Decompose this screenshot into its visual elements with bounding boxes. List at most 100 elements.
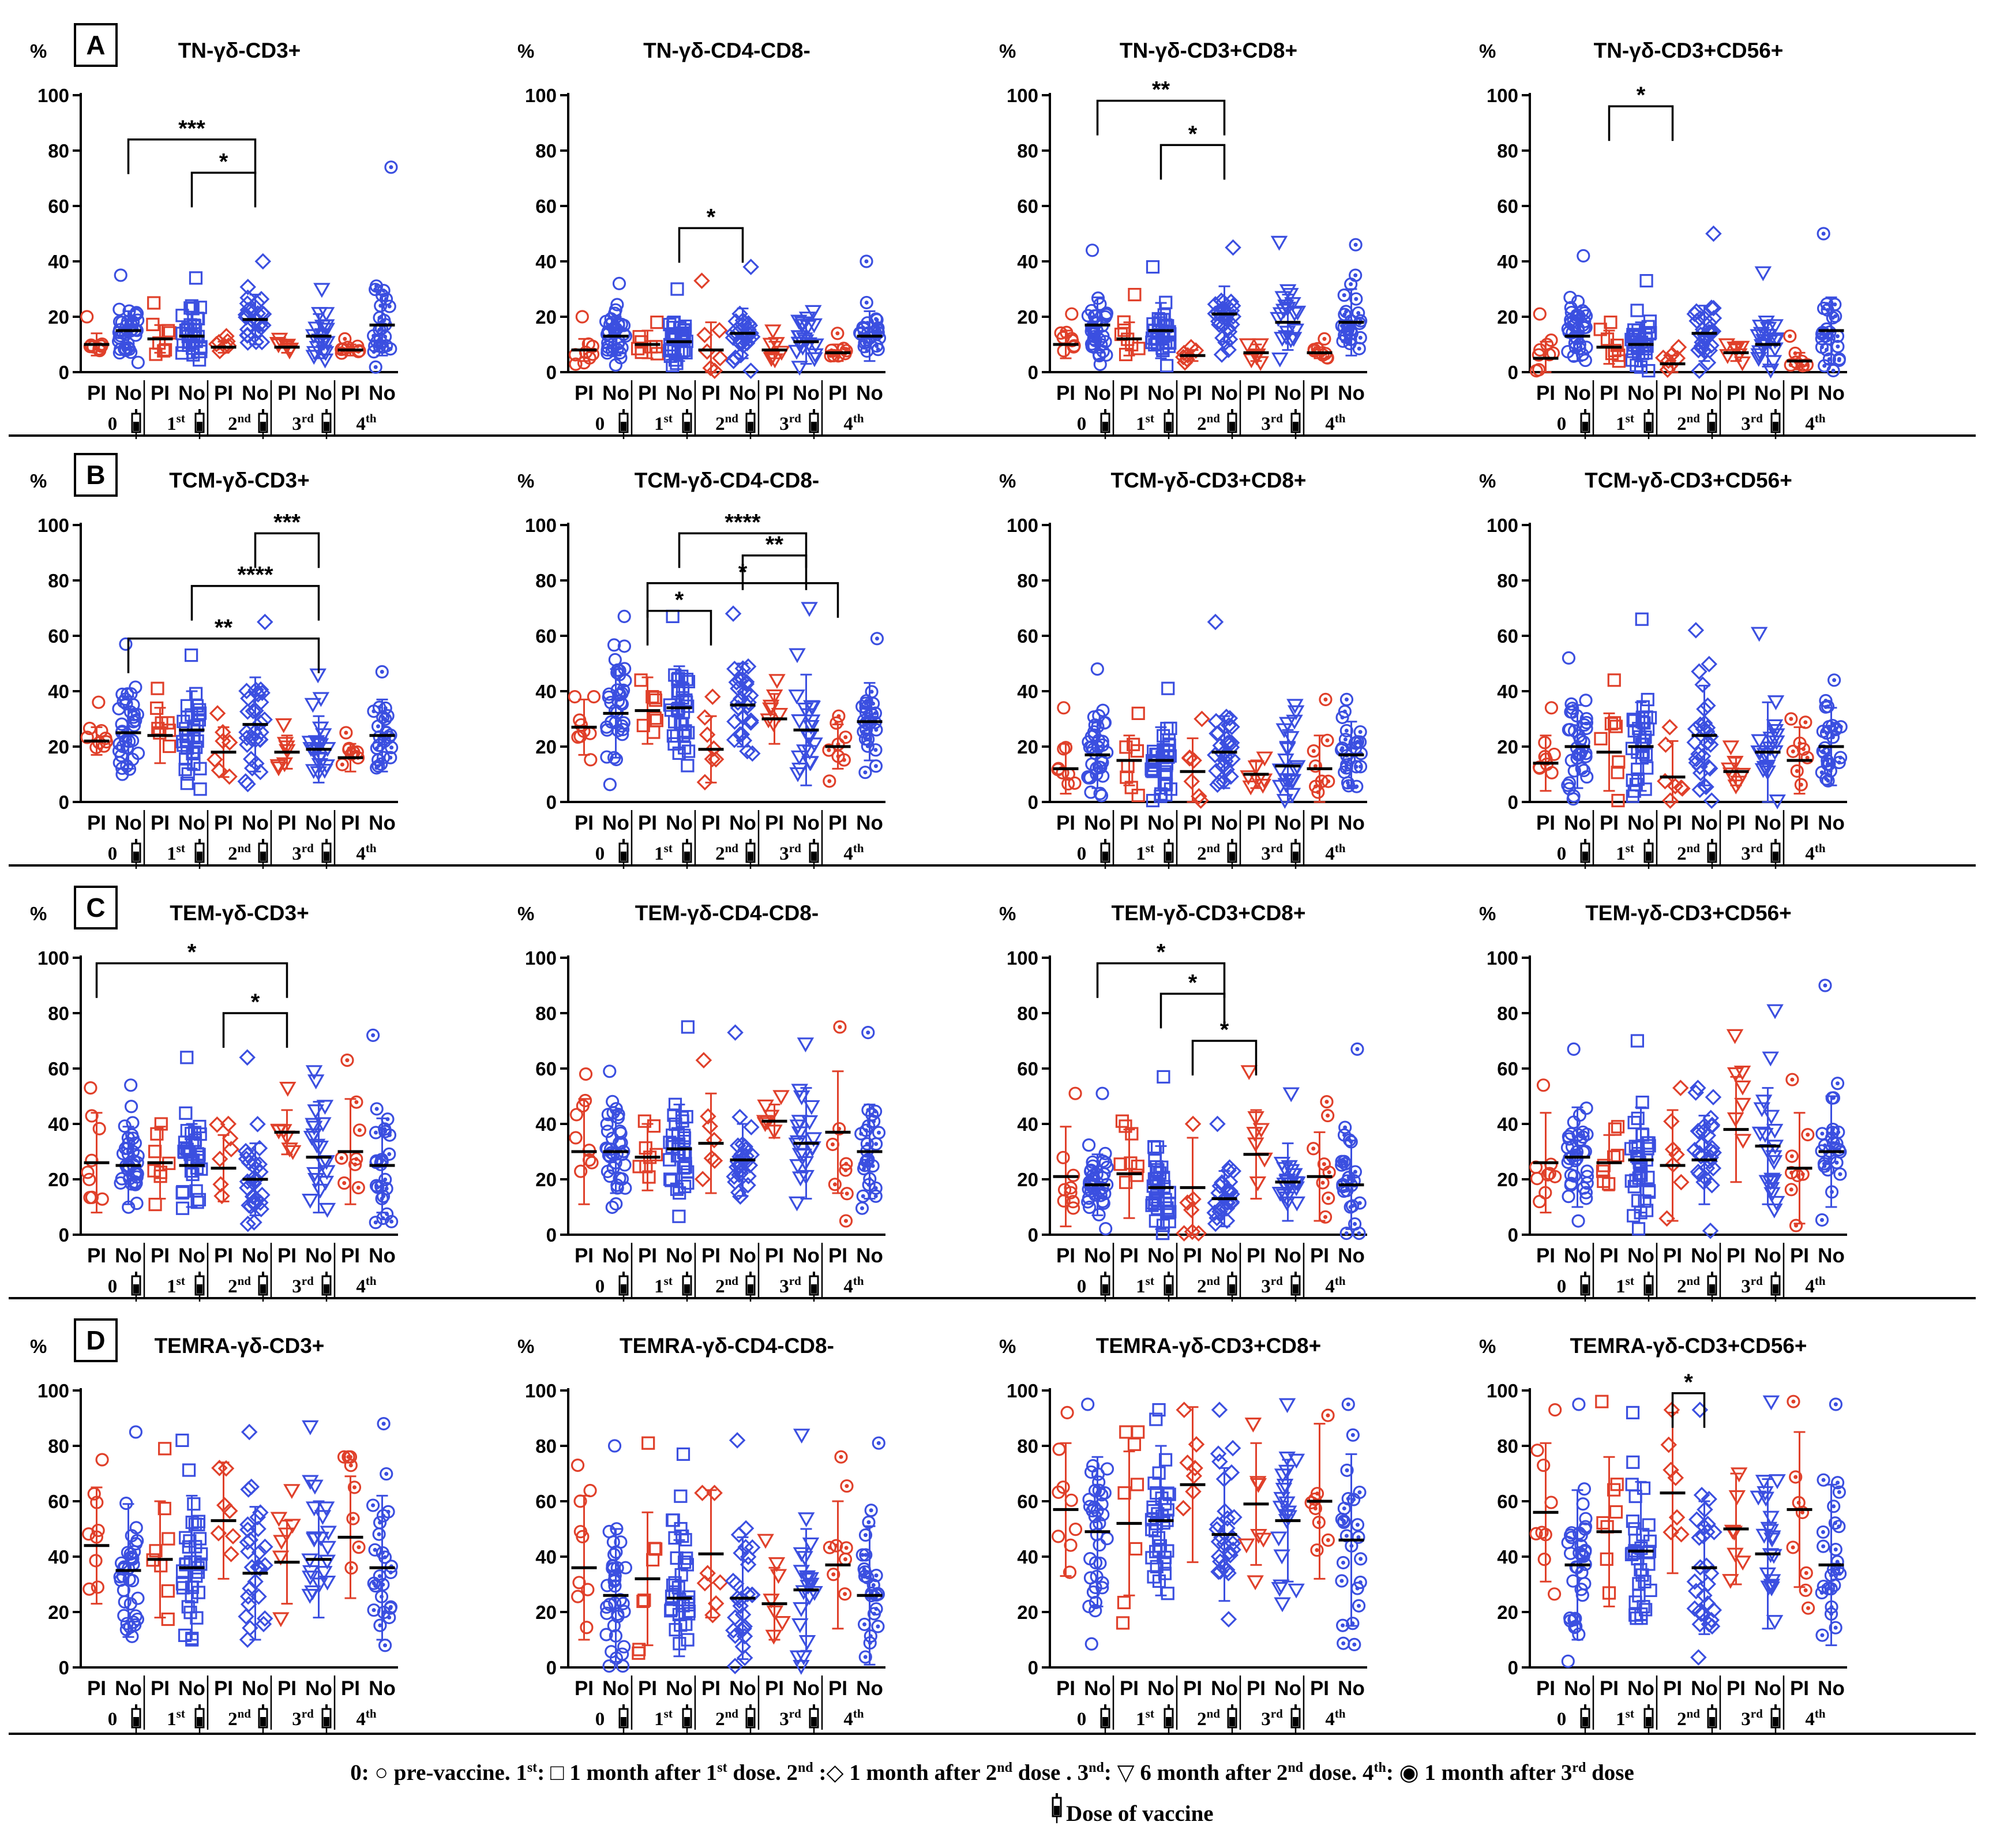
chart-title: TEM-γδ-CD3+CD8+ <box>1111 901 1305 925</box>
syringe-icon <box>258 839 268 869</box>
significance-label: * <box>707 204 716 230</box>
y-tick-label: 100 <box>1007 947 1038 969</box>
data-point <box>239 736 256 753</box>
data-point <box>726 1658 744 1674</box>
group-label: No <box>178 1245 205 1267</box>
timepoint-suffix: rd <box>1271 411 1283 425</box>
y-tick-label: 40 <box>48 681 69 702</box>
syringe-fill <box>197 1717 202 1726</box>
chart-title: TCM-γδ-CD3+ <box>169 468 309 492</box>
data-point <box>1769 794 1786 809</box>
group-label: PI <box>1247 1245 1266 1267</box>
data-point <box>801 602 818 617</box>
data-point-dot <box>1353 1221 1357 1226</box>
timepoint-number: 3 <box>292 1276 302 1297</box>
data-point-dot <box>1354 297 1358 301</box>
data-point <box>1222 768 1239 785</box>
data-point <box>179 1106 193 1120</box>
group-label: No <box>602 812 629 834</box>
y-axis-unit: % <box>1479 1336 1496 1357</box>
data-point <box>648 693 663 707</box>
data-point <box>1547 1587 1562 1601</box>
data-point <box>765 689 783 704</box>
data-point-dot <box>1344 1231 1349 1236</box>
y-tick-label: 0 <box>1508 362 1518 383</box>
data-point-dot <box>832 1182 837 1187</box>
significance-bracket <box>1159 144 1226 180</box>
data-point-dot <box>1325 738 1330 743</box>
group-label: No <box>1627 1245 1654 1267</box>
data-point <box>249 1116 266 1133</box>
data-point-dot <box>345 1058 350 1063</box>
syringe-fill <box>1773 1717 1778 1726</box>
data-point <box>579 1067 593 1081</box>
data-point <box>1274 291 1292 306</box>
group-label: No <box>242 812 269 834</box>
data-point-dot <box>876 1624 880 1629</box>
data-point <box>605 715 618 729</box>
data-point-dot <box>381 288 386 293</box>
data-point <box>162 1532 175 1546</box>
data-point <box>1270 1531 1288 1547</box>
syringe-fill <box>1773 1284 1778 1294</box>
data-point <box>193 782 207 796</box>
y-tick-label: 80 <box>1017 140 1038 162</box>
data-point <box>238 683 255 699</box>
syringe-fill <box>1582 1284 1588 1294</box>
syringe-icon <box>321 1704 332 1734</box>
y-tick-label: 60 <box>1497 1491 1518 1512</box>
timepoint-label: 3rd <box>1261 841 1283 864</box>
syringe-icon <box>1770 839 1781 869</box>
group-label: No <box>369 812 396 834</box>
data-point <box>861 316 875 330</box>
data-point <box>254 253 272 270</box>
timepoint-label: 3rd <box>1741 841 1763 864</box>
data-point <box>224 1528 242 1545</box>
timepoint-number: 2 <box>1677 1709 1687 1730</box>
data-point-dot <box>1339 1163 1344 1167</box>
data-point <box>1282 1087 1300 1103</box>
data-point <box>1217 334 1234 351</box>
data-point <box>668 668 682 682</box>
group-label: PI <box>1056 1245 1075 1267</box>
data-point <box>696 327 713 343</box>
significance-bracket <box>678 532 808 568</box>
data-point-dot <box>871 701 876 706</box>
data-point <box>112 302 126 316</box>
data-point <box>1100 1462 1114 1476</box>
timepoint-suffix: th <box>366 841 377 855</box>
data-point <box>613 664 626 678</box>
timepoint-label: 3rd <box>1261 1707 1283 1730</box>
y-tick-label: 40 <box>1497 1114 1518 1135</box>
data-point <box>1129 1542 1143 1556</box>
syringe-fill <box>1646 1284 1652 1294</box>
data-point <box>1288 1583 1305 1599</box>
data-point <box>1119 1425 1133 1439</box>
data-point <box>1271 763 1289 779</box>
timepoint-label: 0 <box>108 844 118 864</box>
data-point <box>1688 754 1705 771</box>
syringe-fill <box>1166 852 1172 861</box>
data-point <box>85 1153 99 1167</box>
timepoint-number: 4 <box>843 844 853 864</box>
data-point-dot <box>384 297 389 301</box>
data-point-dot <box>348 1455 352 1459</box>
group-label: PI <box>638 382 657 404</box>
timepoint-label: 2nd <box>228 1707 251 1730</box>
data-point-dot <box>1788 363 1793 368</box>
group-label: PI <box>341 812 360 834</box>
data-point <box>1146 793 1160 808</box>
syringe-icon <box>1643 409 1654 439</box>
y-axis-unit: % <box>30 1336 47 1357</box>
timepoint-suffix: rd <box>1271 841 1283 855</box>
syringe-icon <box>194 1704 205 1734</box>
data-point <box>1287 705 1305 721</box>
data-point <box>304 698 322 713</box>
group-label: PI <box>1790 1677 1809 1700</box>
y-tick-label: 0 <box>1028 362 1038 383</box>
data-point <box>84 1081 97 1095</box>
syringe-fill <box>1102 1284 1108 1294</box>
data-point-dot <box>873 748 878 752</box>
group-label: No <box>115 1677 142 1700</box>
data-point <box>1068 1086 1082 1100</box>
